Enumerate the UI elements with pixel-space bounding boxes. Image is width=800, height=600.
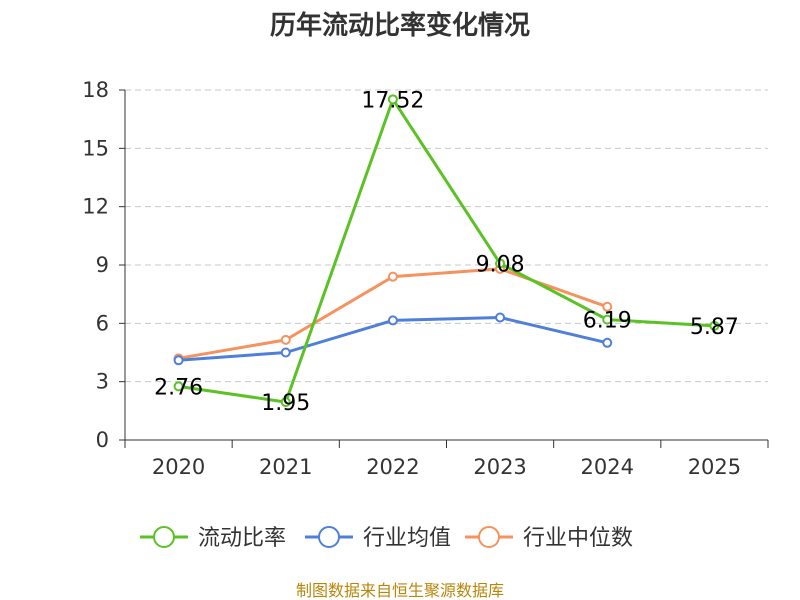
series-lines bbox=[173, 94, 720, 408]
y-tick-label: 15 bbox=[82, 136, 109, 160]
data-point bbox=[173, 355, 184, 366]
x-tick-label: 2022 bbox=[366, 455, 419, 479]
x-tick-label: 2025 bbox=[688, 455, 741, 479]
legend[interactable]: 流动比率 行业均值 行业中位数 bbox=[140, 526, 633, 551]
data-point bbox=[173, 381, 184, 392]
source-note: 制图数据来自恒生聚源数据库 bbox=[296, 581, 504, 600]
legend-label: 行业中位数 bbox=[523, 526, 633, 551]
y-tick-label: 0 bbox=[96, 428, 109, 452]
x-tick-label: 2024 bbox=[581, 455, 634, 479]
x-tick-label: 2020 bbox=[152, 455, 205, 479]
y-tick-label: 18 bbox=[82, 78, 109, 102]
y-tick-label: 9 bbox=[96, 253, 109, 277]
y-tick-label: 12 bbox=[82, 195, 109, 219]
legend-item[interactable]: 行业中位数 bbox=[465, 526, 633, 551]
data-label: 1.95 bbox=[261, 391, 310, 416]
legend-item[interactable]: 行业均值 bbox=[305, 526, 451, 551]
data-point bbox=[495, 258, 506, 269]
legend-swatch-marker bbox=[153, 526, 175, 548]
y-tick-label: 6 bbox=[96, 311, 109, 335]
data-point bbox=[387, 94, 398, 105]
data-point bbox=[602, 301, 613, 312]
data-point bbox=[602, 314, 613, 325]
data-point bbox=[495, 312, 506, 323]
data-point bbox=[280, 334, 291, 345]
data-label: 2.76 bbox=[154, 375, 203, 400]
data-point bbox=[280, 397, 291, 408]
data-label: 5.87 bbox=[690, 315, 739, 340]
data-labels: 2.76 1.95 17.52 9.08 6.19 5.87 bbox=[154, 88, 739, 416]
legend-swatch-marker bbox=[318, 526, 340, 548]
y-tick-label: 3 bbox=[96, 370, 109, 394]
legend-swatch-marker bbox=[478, 526, 500, 548]
series-line bbox=[178, 267, 608, 360]
data-point bbox=[602, 337, 613, 348]
data-point bbox=[709, 320, 720, 331]
chart-title: 历年流动比率变化情况 bbox=[270, 10, 530, 41]
data-point bbox=[387, 315, 398, 326]
legend-label: 流动比率 bbox=[198, 526, 286, 551]
series-line bbox=[178, 97, 715, 404]
legend-item[interactable]: 流动比率 bbox=[140, 526, 286, 551]
data-label: 17.52 bbox=[361, 88, 424, 113]
legend-label: 行业均值 bbox=[363, 526, 451, 551]
axes: 0 3 6 9 12 15 18 2020 2021 2022 2023 2024 2025 bbox=[82, 78, 769, 479]
data-point bbox=[387, 271, 398, 282]
data-label: 6.19 bbox=[583, 309, 632, 334]
x-tick-label: 2021 bbox=[259, 455, 312, 479]
data-point bbox=[280, 347, 291, 358]
data-label: 9.08 bbox=[476, 252, 525, 277]
x-tick-label: 2023 bbox=[473, 455, 526, 479]
grid-lines bbox=[125, 89, 768, 383]
